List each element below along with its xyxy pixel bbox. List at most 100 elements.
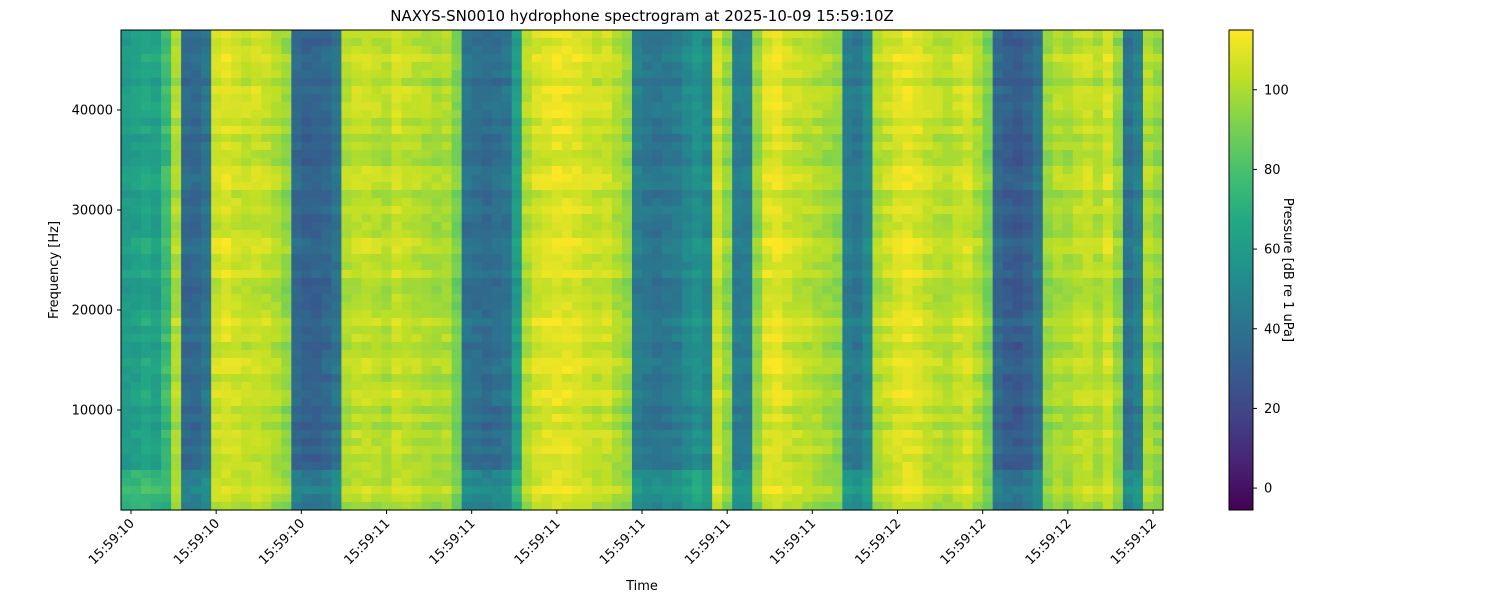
- heatmap-cell: [732, 470, 743, 479]
- heatmap-cell: [742, 94, 753, 103]
- heatmap-cell: [341, 62, 353, 71]
- heatmap-cell: [662, 166, 673, 175]
- heatmap-cell: [802, 222, 813, 231]
- heatmap-cell: [551, 294, 563, 303]
- heatmap-cell: [411, 46, 423, 55]
- heatmap-cell: [792, 62, 803, 71]
- heatmap-cell: [241, 446, 252, 455]
- heatmap-cell: [732, 318, 743, 327]
- heatmap-cell: [311, 366, 322, 375]
- heatmap-cell: [511, 158, 523, 167]
- heatmap-cell: [451, 430, 463, 439]
- heatmap-cell: [411, 30, 423, 39]
- heatmap-cell: [491, 478, 503, 487]
- heatmap-cell: [832, 278, 843, 287]
- heatmap-cell: [371, 270, 383, 279]
- heatmap-cell: [261, 214, 272, 223]
- heatmap-cell: [341, 350, 353, 359]
- heatmap-cell: [401, 430, 413, 439]
- heatmap-cell: [601, 302, 613, 311]
- heatmap-cell: [862, 414, 874, 423]
- heatmap-cell: [231, 366, 242, 375]
- heatmap-cell: [131, 254, 142, 263]
- heatmap-cell: [792, 310, 803, 319]
- heatmap-cell: [672, 502, 683, 511]
- heatmap-cell: [862, 54, 874, 63]
- heatmap-cell: [441, 350, 453, 359]
- heatmap-cell: [341, 30, 353, 39]
- heatmap-cell: [451, 326, 463, 335]
- heatmap-cell: [241, 318, 252, 327]
- heatmap-cell: [181, 230, 192, 239]
- heatmap-cell: [762, 366, 773, 375]
- heatmap-cell: [782, 94, 793, 103]
- heatmap-cell: [812, 94, 823, 103]
- heatmap-cell: [421, 230, 433, 239]
- heatmap-cell: [591, 54, 603, 63]
- heatmap-cell: [792, 134, 803, 143]
- heatmap-cell: [752, 350, 763, 359]
- heatmap-cell: [271, 174, 282, 183]
- heatmap-cell: [551, 30, 563, 39]
- heatmap-cell: [541, 94, 553, 103]
- heatmap-cell: [161, 446, 172, 455]
- heatmap-cell: [141, 294, 152, 303]
- heatmap-cell: [121, 126, 132, 135]
- heatmap-cell: [912, 270, 924, 279]
- heatmap-cell: [822, 254, 833, 263]
- heatmap-cell: [712, 238, 723, 247]
- heatmap-cell: [551, 142, 563, 151]
- heatmap-cell: [431, 78, 443, 87]
- heatmap-cell: [601, 70, 613, 79]
- heatmap-cell: [501, 438, 513, 447]
- heatmap-cell: [782, 62, 793, 71]
- heatmap-cell: [732, 446, 743, 455]
- heatmap-cell: [702, 454, 713, 463]
- heatmap-cell: [942, 478, 954, 487]
- heatmap-cell: [712, 494, 723, 503]
- heatmap-cell: [401, 270, 413, 279]
- heatmap-cell: [521, 118, 533, 127]
- heatmap-cell: [591, 30, 603, 39]
- heatmap-cell: [621, 430, 633, 439]
- heatmap-cell: [792, 110, 803, 119]
- heatmap-cell: [471, 46, 483, 55]
- heatmap-cell: [351, 198, 363, 207]
- heatmap-cell: [151, 398, 162, 407]
- heatmap-cell: [531, 502, 543, 511]
- heatmap-cell: [812, 110, 823, 119]
- heatmap-cell: [752, 390, 763, 399]
- heatmap-cell: [351, 382, 363, 391]
- heatmap-cell: [591, 406, 603, 415]
- heatmap-cell: [241, 230, 252, 239]
- heatmap-cell: [902, 126, 914, 135]
- heatmap-cell: [301, 198, 312, 207]
- heatmap-cell: [171, 38, 182, 47]
- heatmap-cell: [361, 118, 373, 127]
- heatmap-cell: [802, 454, 813, 463]
- heatmap-cell: [411, 62, 423, 71]
- heatmap-cell: [852, 46, 864, 55]
- heatmap-cell: [491, 198, 503, 207]
- heatmap-cell: [141, 222, 152, 231]
- heatmap-cell: [201, 254, 212, 263]
- heatmap-cell: [621, 334, 633, 343]
- heatmap-cell: [331, 38, 343, 47]
- heatmap-cell: [942, 342, 954, 351]
- heatmap-cell: [311, 142, 322, 151]
- heatmap-cell: [201, 94, 212, 103]
- heatmap-cell: [932, 214, 944, 223]
- heatmap-cell: [251, 134, 262, 143]
- heatmap-cell: [642, 102, 653, 111]
- heatmap-cell: [431, 110, 443, 119]
- heatmap-cell: [251, 382, 262, 391]
- heatmap-cell: [171, 390, 182, 399]
- heatmap-cell: [742, 270, 753, 279]
- heatmap-cell: [241, 454, 252, 463]
- heatmap-cell: [561, 46, 573, 55]
- heatmap-cell: [151, 334, 162, 343]
- heatmap-cell: [131, 222, 142, 231]
- heatmap-cell: [521, 334, 533, 343]
- heatmap-cell: [441, 310, 453, 319]
- heatmap-cell: [321, 254, 332, 263]
